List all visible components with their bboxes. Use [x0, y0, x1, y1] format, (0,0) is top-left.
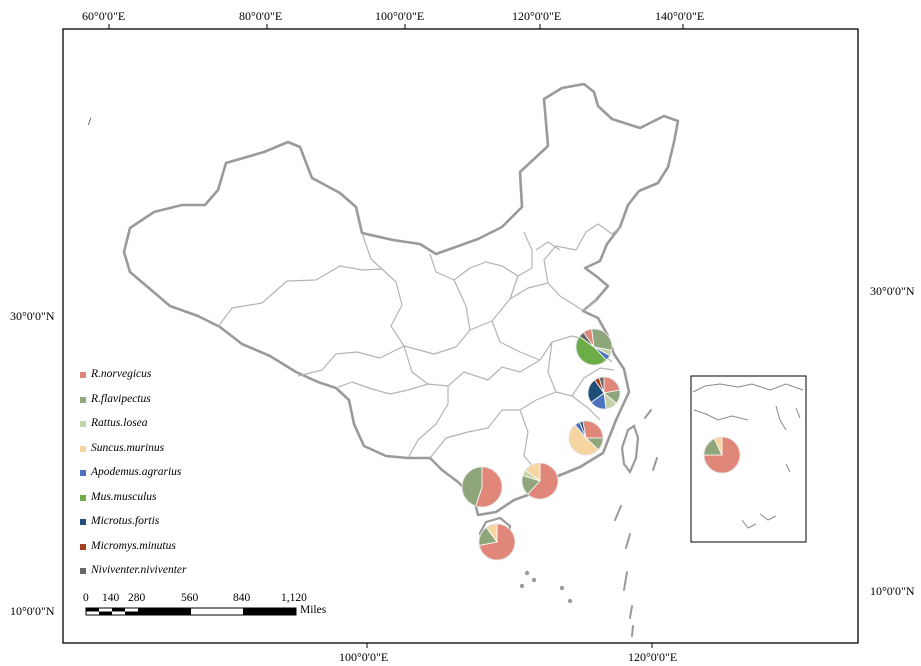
legend-swatch — [80, 372, 86, 378]
scale-tick-label: 280 — [128, 592, 146, 604]
china-outline — [122, 82, 680, 517]
legend-label: R.flavipectus — [91, 392, 151, 405]
province-boundaries — [217, 223, 621, 477]
pie-chart-guangxi — [461, 466, 503, 508]
south-china-sea-line — [519, 409, 658, 637]
scale-tick-label: 140 — [102, 592, 120, 604]
legend-label: Apodemus.agrarius — [91, 466, 182, 478]
pie-outline — [521, 462, 559, 500]
scale-segment — [138, 608, 191, 615]
stray-mark: / — [88, 114, 92, 128]
legend-swatch — [80, 421, 86, 427]
scale-unit-label: Miles — [300, 604, 327, 616]
pie-outline — [587, 376, 621, 410]
legend-swatch — [80, 568, 86, 574]
pie-chart-layer — [461, 328, 741, 561]
scale-tick-label: 1,120 — [281, 592, 307, 604]
scale-tick-label: 0 — [83, 592, 89, 604]
scale-tick-label: 840 — [233, 592, 251, 604]
legend-label: Micromys.minutus — [91, 539, 176, 552]
scale-bar — [85, 607, 297, 616]
legend-swatch — [80, 396, 86, 403]
pie-outline — [575, 328, 613, 366]
legend-swatch — [80, 543, 86, 550]
legend-swatch — [80, 445, 86, 452]
scale-segment — [112, 608, 125, 612]
longitude-label-top: 120°0'0"E — [512, 9, 562, 23]
scale-segment — [86, 608, 99, 612]
legend-label: Rattus.losea — [91, 417, 148, 429]
scale-segment — [99, 611, 112, 615]
scale-segment — [243, 608, 296, 615]
latitude-label-right: 10°0'0"N — [870, 584, 915, 598]
legend-label: Niviventer.niviventer — [91, 564, 187, 576]
legend-label: Mus.musculus — [91, 490, 157, 503]
longitude-label-top: 80°0'0"E — [239, 9, 283, 23]
latitude-label-left: 30°0'0"N — [10, 309, 55, 323]
legend-label: R.norvegicus — [91, 368, 152, 380]
taiwan-island — [620, 424, 640, 475]
longitude-label-bottom: 100°0'0"E — [339, 650, 389, 664]
legend-label: Microtus.fortis — [91, 515, 160, 527]
pie-chart-south-china-sea-inset — [703, 436, 741, 474]
pie-outline — [478, 523, 516, 561]
pie-chart-shandong-jiangsu — [575, 328, 613, 366]
graticule-ticks — [108, 24, 684, 648]
map-frame — [62, 28, 859, 644]
pie-outline — [568, 420, 604, 456]
longitude-label-top: 100°0'0"E — [375, 9, 425, 23]
pie-chart-guangdong — [521, 462, 559, 500]
pie-chart-fujian — [568, 420, 604, 456]
legend-label: Suncus.murinus — [91, 441, 165, 454]
legend-swatch — [80, 470, 86, 476]
scale-segment — [125, 611, 138, 615]
pie-chart-hainan — [478, 523, 516, 561]
longitude-label-top: 60°0'0"E — [82, 9, 126, 23]
longitude-label-bottom: 120°0'0"E — [628, 650, 678, 664]
pie-outline — [703, 436, 741, 474]
inset-frame — [690, 375, 807, 543]
scale-tick-label: 560 — [181, 592, 199, 604]
pie-chart-zhejiang — [587, 376, 621, 410]
latitude-label-right: 30°0'0"N — [870, 284, 915, 298]
pie-outline — [461, 466, 503, 508]
legend-swatch — [80, 519, 86, 525]
longitude-label-top: 140°0'0"E — [655, 9, 705, 23]
legend-swatch — [80, 494, 86, 501]
latitude-label-left: 10°0'0"N — [10, 604, 55, 618]
inset-coast — [692, 383, 804, 529]
